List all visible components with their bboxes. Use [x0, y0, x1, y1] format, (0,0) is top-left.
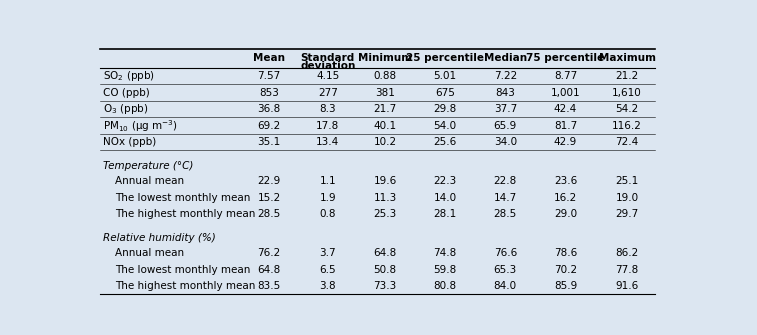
Text: deviation: deviation [300, 61, 356, 71]
Text: The highest monthly mean: The highest monthly mean [115, 209, 256, 219]
Text: 116.2: 116.2 [612, 121, 642, 131]
Text: 22.9: 22.9 [257, 176, 281, 186]
Text: 37.7: 37.7 [494, 104, 517, 114]
Text: 16.2: 16.2 [554, 193, 577, 203]
Text: 65.9: 65.9 [494, 121, 517, 131]
Text: Relative humidity (%): Relative humidity (%) [103, 233, 216, 243]
Text: Mean: Mean [253, 53, 285, 63]
Text: Median: Median [484, 53, 527, 63]
Text: 28.1: 28.1 [434, 209, 456, 219]
Text: 22.8: 22.8 [494, 176, 517, 186]
Text: 1,001: 1,001 [550, 88, 581, 97]
Text: 19.6: 19.6 [373, 176, 397, 186]
Text: The lowest monthly mean: The lowest monthly mean [115, 265, 251, 275]
Text: Standard: Standard [301, 53, 355, 63]
Text: 11.3: 11.3 [373, 193, 397, 203]
Text: 3.7: 3.7 [319, 248, 336, 258]
Text: 843: 843 [495, 88, 516, 97]
Text: CO (ppb): CO (ppb) [103, 88, 150, 97]
Text: 0.88: 0.88 [373, 71, 397, 81]
Text: Annual mean: Annual mean [115, 176, 184, 186]
Text: 69.2: 69.2 [257, 121, 281, 131]
Text: 40.1: 40.1 [373, 121, 397, 131]
Text: 6.5: 6.5 [319, 265, 336, 275]
Text: 42.4: 42.4 [554, 104, 577, 114]
Text: 25.3: 25.3 [373, 209, 397, 219]
Text: 78.6: 78.6 [554, 248, 577, 258]
Text: 81.7: 81.7 [554, 121, 577, 131]
Text: 42.9: 42.9 [554, 137, 577, 147]
Text: Annual mean: Annual mean [115, 248, 184, 258]
Text: 65.3: 65.3 [494, 265, 517, 275]
Text: PM$_{10}$ (μg m$^{-3}$): PM$_{10}$ (μg m$^{-3}$) [103, 118, 178, 134]
Text: 7.22: 7.22 [494, 71, 517, 81]
Text: NOx (ppb): NOx (ppb) [103, 137, 156, 147]
Text: 3.8: 3.8 [319, 281, 336, 291]
Text: 853: 853 [259, 88, 279, 97]
Text: 7.57: 7.57 [257, 71, 281, 81]
Text: 80.8: 80.8 [434, 281, 456, 291]
Text: 28.5: 28.5 [494, 209, 517, 219]
Text: 277: 277 [318, 88, 338, 97]
Text: 23.6: 23.6 [554, 176, 577, 186]
Text: O$_3$ (ppb): O$_3$ (ppb) [103, 102, 148, 116]
Text: 54.0: 54.0 [434, 121, 456, 131]
Text: 70.2: 70.2 [554, 265, 577, 275]
Text: 14.7: 14.7 [494, 193, 517, 203]
Text: 13.4: 13.4 [316, 137, 339, 147]
Text: 74.8: 74.8 [434, 248, 456, 258]
Text: 25.6: 25.6 [434, 137, 456, 147]
Text: 86.2: 86.2 [615, 248, 639, 258]
Text: 15.2: 15.2 [257, 193, 281, 203]
Text: 381: 381 [375, 88, 395, 97]
Text: 0.8: 0.8 [319, 209, 336, 219]
Text: 29.8: 29.8 [434, 104, 456, 114]
Text: 91.6: 91.6 [615, 281, 639, 291]
Text: 1.1: 1.1 [319, 176, 336, 186]
Text: 76.6: 76.6 [494, 248, 517, 258]
Text: 85.9: 85.9 [554, 281, 577, 291]
Text: Maximum: Maximum [599, 53, 656, 63]
Text: 50.8: 50.8 [373, 265, 397, 275]
Text: 1,610: 1,610 [612, 88, 642, 97]
Text: 17.8: 17.8 [316, 121, 339, 131]
Text: 1.9: 1.9 [319, 193, 336, 203]
Text: 8.3: 8.3 [319, 104, 336, 114]
Text: 5.01: 5.01 [434, 71, 456, 81]
Text: 36.8: 36.8 [257, 104, 281, 114]
Text: 28.5: 28.5 [257, 209, 281, 219]
Text: 25 percentile: 25 percentile [407, 53, 484, 63]
Text: 29.0: 29.0 [554, 209, 577, 219]
Text: 64.8: 64.8 [373, 248, 397, 258]
Text: 84.0: 84.0 [494, 281, 517, 291]
Text: The highest monthly mean: The highest monthly mean [115, 281, 256, 291]
Text: 21.7: 21.7 [373, 104, 397, 114]
Text: 77.8: 77.8 [615, 265, 639, 275]
Text: 19.0: 19.0 [615, 193, 639, 203]
Text: 54.2: 54.2 [615, 104, 639, 114]
Text: 14.0: 14.0 [434, 193, 456, 203]
Text: 29.7: 29.7 [615, 209, 639, 219]
Text: 59.8: 59.8 [434, 265, 456, 275]
Text: Temperature (°C): Temperature (°C) [103, 161, 193, 171]
Text: SO$_2$ (ppb): SO$_2$ (ppb) [103, 69, 155, 83]
Text: 83.5: 83.5 [257, 281, 281, 291]
Text: 76.2: 76.2 [257, 248, 281, 258]
Text: 8.77: 8.77 [554, 71, 577, 81]
Text: 25.1: 25.1 [615, 176, 639, 186]
Text: 73.3: 73.3 [373, 281, 397, 291]
Text: 34.0: 34.0 [494, 137, 517, 147]
Text: The lowest monthly mean: The lowest monthly mean [115, 193, 251, 203]
Text: 75 percentile: 75 percentile [526, 53, 605, 63]
Text: 64.8: 64.8 [257, 265, 281, 275]
Text: 72.4: 72.4 [615, 137, 639, 147]
Text: 4.15: 4.15 [316, 71, 339, 81]
Text: 21.2: 21.2 [615, 71, 639, 81]
Text: 675: 675 [435, 88, 455, 97]
Text: 22.3: 22.3 [434, 176, 456, 186]
Text: 10.2: 10.2 [373, 137, 397, 147]
Text: Minimum: Minimum [358, 53, 412, 63]
Text: 35.1: 35.1 [257, 137, 281, 147]
